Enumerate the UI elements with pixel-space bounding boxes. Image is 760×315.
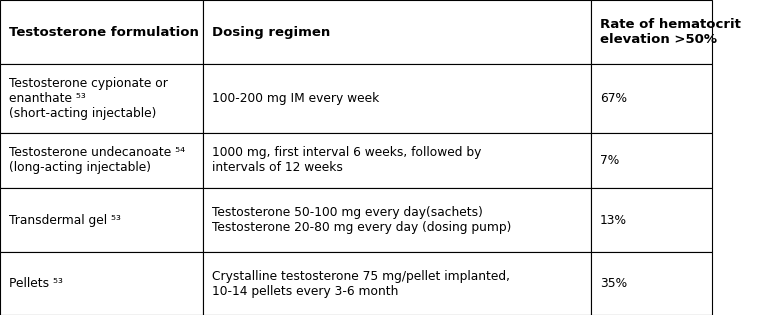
- Bar: [0, 0, 203, 65]
- Bar: [203, 0, 591, 65]
- Bar: [591, 252, 711, 315]
- Bar: [591, 0, 711, 65]
- Bar: [0, 252, 203, 315]
- Text: Crystalline testosterone 75 mg/pellet implanted,
10-14 pellets every 3-6 month: Crystalline testosterone 75 mg/pellet im…: [212, 270, 510, 298]
- Text: Testosterone formulation: Testosterone formulation: [9, 26, 199, 39]
- Bar: [203, 65, 591, 133]
- Bar: [203, 252, 591, 315]
- Text: 13%: 13%: [600, 214, 627, 226]
- Text: Testosterone undecanoate ⁵⁴
(long-acting injectable): Testosterone undecanoate ⁵⁴ (long-acting…: [9, 146, 185, 174]
- Text: Dosing regimen: Dosing regimen: [212, 26, 331, 39]
- Bar: [591, 188, 711, 252]
- Text: Pellets ⁵³: Pellets ⁵³: [9, 277, 63, 290]
- Text: 7%: 7%: [600, 154, 619, 167]
- Text: Testosterone 50-100 mg every day(sachets)
Testosterone 20-80 mg every day (dosin: Testosterone 50-100 mg every day(sachets…: [212, 206, 511, 234]
- Bar: [0, 65, 203, 133]
- Text: Transdermal gel ⁵³: Transdermal gel ⁵³: [9, 214, 121, 226]
- Text: Testosterone cypionate or
enanthate ⁵³
(short-acting injectable): Testosterone cypionate or enanthate ⁵³ (…: [9, 77, 168, 120]
- Bar: [0, 188, 203, 252]
- Bar: [591, 133, 711, 188]
- Bar: [591, 65, 711, 133]
- Text: Rate of hematocrit
elevation >50%: Rate of hematocrit elevation >50%: [600, 18, 741, 46]
- Text: 1000 mg, first interval 6 weeks, followed by
intervals of 12 weeks: 1000 mg, first interval 6 weeks, followe…: [212, 146, 481, 174]
- Text: 67%: 67%: [600, 92, 627, 105]
- Bar: [203, 133, 591, 188]
- Text: 100-200 mg IM every week: 100-200 mg IM every week: [212, 92, 379, 105]
- Text: 35%: 35%: [600, 277, 627, 290]
- Bar: [0, 133, 203, 188]
- Bar: [203, 188, 591, 252]
